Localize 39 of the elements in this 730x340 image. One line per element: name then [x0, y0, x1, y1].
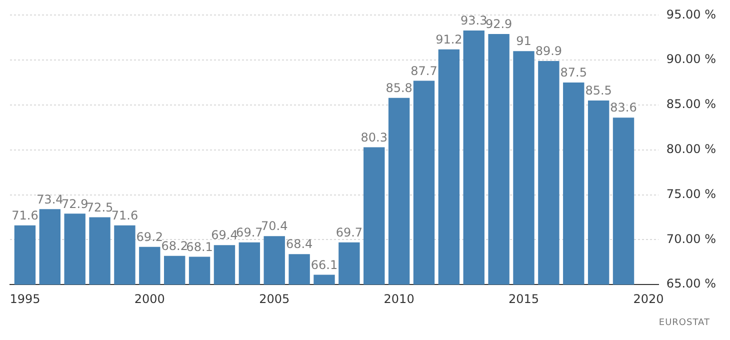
- y-tick-label: 90.00 %: [666, 52, 716, 66]
- x-tick-label: 2020: [633, 292, 664, 306]
- y-tick-label: 95.00 %: [666, 7, 716, 22]
- data-label: 93.3: [460, 14, 488, 28]
- x-tick-label: 2015: [508, 292, 540, 306]
- data-label: 85.8: [386, 80, 412, 95]
- x-tick-label: 2005: [259, 292, 290, 306]
- x-tick-label: 2010: [384, 292, 414, 306]
- data-label: 87.7: [410, 64, 438, 78]
- y-tick-label: 70.00 %: [666, 232, 716, 246]
- data-label: 92.9: [485, 17, 512, 32]
- data-label: 83.6: [610, 100, 637, 115]
- data-label: 87.5: [560, 66, 587, 80]
- data-label: 91.2: [436, 32, 462, 46]
- data-label: 70.4: [261, 219, 288, 234]
- data-label: 85.5: [585, 84, 612, 98]
- text: EUROSTAT: [658, 318, 710, 328]
- data-label: 73.4: [36, 192, 64, 206]
- y-tick-label: 80.00 %: [666, 142, 716, 156]
- data-label: 71.6: [111, 208, 138, 222]
- data-label: 69.4: [211, 228, 238, 242]
- data-label: 69.7: [236, 226, 263, 240]
- data-label: 69.7: [336, 226, 363, 240]
- data-label: 71.6: [12, 208, 38, 222]
- data-label: 72.9: [61, 196, 88, 211]
- data-label: 80.3: [360, 130, 388, 144]
- x-tick-label: 2000: [134, 292, 165, 306]
- y-tick-label: 75.00 %: [666, 186, 716, 201]
- y-tick-label: 85.00 %: [666, 97, 716, 112]
- y-tick-label: 65.00 %: [666, 276, 716, 291]
- data-label: 91: [516, 34, 532, 48]
- data-label: 68.1: [186, 240, 213, 254]
- data-label: 69.2: [136, 230, 164, 244]
- data-label: 68.4: [286, 237, 313, 252]
- data-label: 66.1: [310, 258, 338, 272]
- x-tick-label: 1995: [10, 292, 40, 306]
- data-label: 72.5: [86, 200, 114, 214]
- data-label: 68.2: [161, 238, 188, 253]
- data-label: 89.9: [535, 44, 562, 58]
